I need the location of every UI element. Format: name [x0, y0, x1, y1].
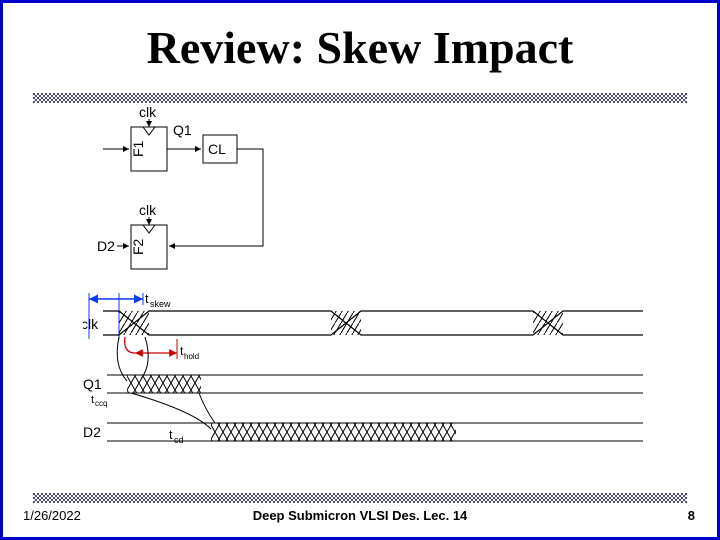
- clk-hatch-1: [119, 311, 149, 335]
- slide: Review: Skew Impact: [0, 0, 720, 540]
- clk-q1-curve: [117, 337, 127, 381]
- label-clk1: clk: [139, 104, 157, 120]
- label-tskew-sub: skew: [150, 299, 171, 309]
- label-d2-row: D2: [83, 424, 101, 440]
- clk-hatch-2: [331, 311, 361, 335]
- page-title: Review: Skew Impact: [3, 21, 717, 74]
- label-f1: F1: [130, 140, 146, 157]
- wire-cl-f2: [169, 149, 263, 246]
- label-clk-row: clk: [83, 316, 99, 332]
- label-tcd: t: [169, 427, 173, 442]
- title-underline: [33, 93, 687, 103]
- label-q1: Q1: [173, 122, 192, 138]
- label-tcd-sub: cd: [174, 435, 184, 445]
- footer-page-number: 8: [688, 508, 695, 523]
- d2-xhatch: [211, 423, 456, 441]
- label-d2-in: D2: [97, 238, 115, 254]
- label-thold-sub: hold: [184, 352, 199, 361]
- q1-d2-curve2: [199, 393, 215, 423]
- clk-hatch-3: [533, 311, 563, 335]
- q1-xhatch: [127, 375, 201, 393]
- label-tccq-sub: ccq: [95, 399, 107, 408]
- q1-d2-curve: [131, 393, 211, 429]
- clk-q1-curve2: [141, 337, 148, 379]
- label-f2: F2: [130, 238, 146, 255]
- bottom-hatch: [33, 493, 687, 503]
- diagram-area: clk F1 Q1 CL clk F2 D2: [83, 103, 653, 473]
- diagram-svg: clk F1 Q1 CL clk F2 D2: [83, 103, 653, 473]
- label-cl: CL: [208, 141, 226, 157]
- thold-curve: [125, 337, 135, 353]
- label-tskew: t: [145, 291, 149, 306]
- label-q1-row: Q1: [83, 376, 102, 392]
- label-clk2: clk: [139, 202, 157, 218]
- label-tccq: t: [91, 394, 94, 406]
- footer-center: Deep Submicron VLSI Des. Lec. 14: [3, 508, 717, 523]
